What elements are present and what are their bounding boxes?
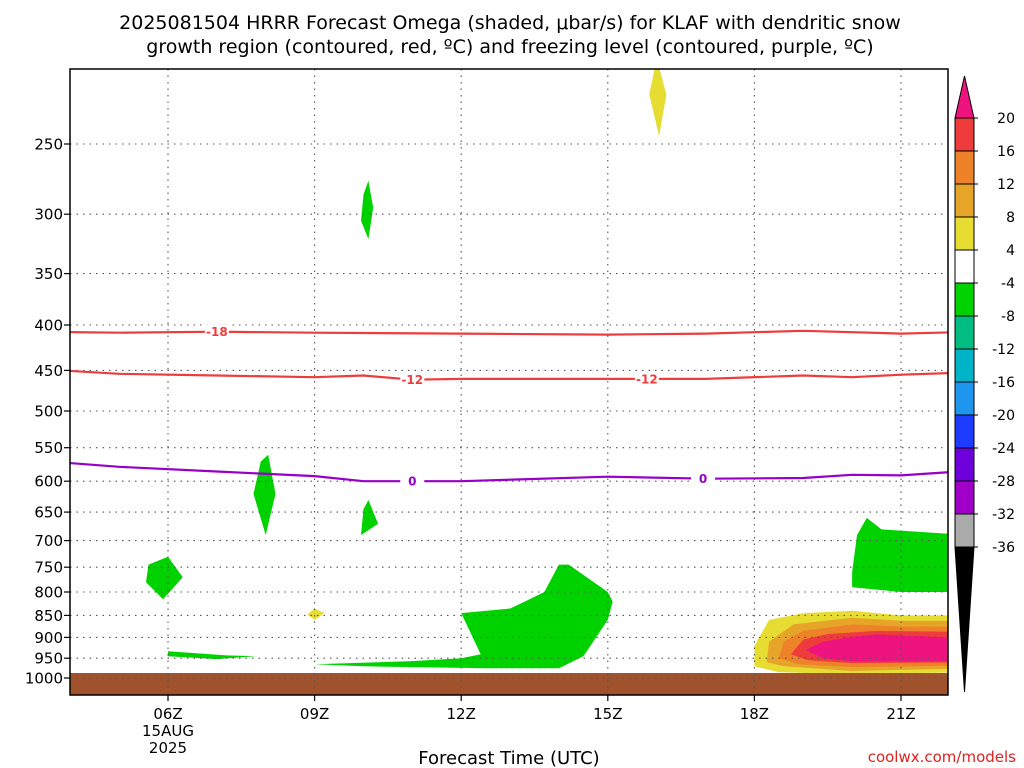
colorbar-tick-label: -16 [992, 375, 1015, 391]
colorbar-box [954, 447, 975, 482]
plot-area [70, 69, 948, 695]
colorbar-box [954, 216, 975, 251]
colorbar-box [954, 414, 975, 449]
x-tick-label: 21Z [886, 705, 915, 723]
contour-label-bg [400, 474, 425, 489]
contour-label-bg [204, 324, 229, 339]
ground-surface [70, 673, 948, 695]
colorbar-tick-label: -28 [992, 474, 1015, 490]
x-date-year: 2025 [149, 739, 187, 757]
x-tick-label: 15Z [593, 705, 622, 723]
contour-label-0-1: 0 [699, 472, 707, 486]
y-tick-label: 250 [34, 136, 63, 154]
colorbar-tick-label: -24 [992, 441, 1015, 457]
colorbar-box [954, 249, 975, 284]
contour-label-bg [691, 471, 716, 486]
colorbar-box [954, 183, 975, 218]
contour-line--12 [70, 369, 948, 381]
plot-border [69, 68, 949, 696]
omega-region-3 [361, 500, 379, 536]
contour-label--18-0: -18 [206, 325, 228, 339]
omega-region-13 [805, 634, 948, 662]
colorbar-tick-label: 12 [997, 177, 1015, 193]
x-axis-title: Forecast Time (UTC) [418, 748, 599, 768]
y-tick-label: 700 [34, 532, 63, 550]
omega-region-0 [649, 69, 667, 137]
x-tick-label: 09Z [300, 705, 329, 723]
colorbar-box [954, 381, 975, 416]
y-tick-label: 600 [34, 473, 63, 491]
y-tick-label: 450 [34, 362, 63, 380]
colorbar-box [954, 513, 975, 548]
contour-line-0 [70, 461, 948, 483]
contour-label-0-0: 0 [408, 475, 416, 489]
chart-title-line1: 2025081504 HRRR Forecast Omega (shaded, … [119, 12, 901, 34]
colorbar-box [954, 348, 975, 383]
colorbar-tick-label: -32 [992, 507, 1015, 523]
ground-layer [70, 673, 948, 695]
colorbar-tick-label: 16 [997, 144, 1015, 160]
contour-label--12-1: -12 [636, 372, 658, 386]
omega-region-7 [852, 517, 948, 592]
omega-region-1 [361, 180, 374, 240]
y-tick-label: 550 [34, 439, 63, 457]
y-tick-label: 350 [34, 265, 63, 283]
x-tick-label: 12Z [447, 705, 476, 723]
colorbar-box [954, 150, 975, 185]
y-axis: 250 300 350 400 450 500 550 600 650 700 750 800 850 9… [25, 136, 70, 688]
x-date-day: 15AUG [142, 722, 194, 740]
x-tick-label: 06Z [153, 705, 182, 723]
y-tick-label: 500 [34, 403, 63, 421]
y-tick-label: 400 [34, 317, 63, 335]
contour-label-bg [400, 372, 425, 387]
colorbar-box [954, 480, 975, 515]
x-axis: 06Z 09Z 12Z 15Z 18Z 21Z [153, 695, 916, 723]
colorbar-tick-label: -8 [1001, 309, 1015, 325]
colorbar-tick-label: -36 [992, 540, 1015, 556]
y-tick-label: 300 [34, 206, 63, 224]
y-tick-label: 750 [34, 559, 63, 577]
colorbar-box [954, 315, 975, 350]
y-tick-label: 850 [34, 607, 63, 625]
colorbar: 20 16 12 8 4 -4 -8 -12 -16 -20 -24 -28 -32 -36 [954, 75, 1015, 693]
colorbar-box [954, 117, 975, 152]
colorbar-box [954, 282, 975, 317]
y-tick-label: 1000 [25, 670, 63, 688]
grid-lines [70, 69, 948, 695]
contour-line--18 [70, 329, 948, 336]
credit-text: coolwx.com/models [868, 748, 1016, 766]
colorbar-bottom-triangle [954, 546, 975, 693]
colorbar-tick-label: 20 [997, 111, 1015, 127]
x-tick-label: 18Z [740, 705, 769, 723]
omega-region-5 [168, 651, 256, 660]
colorbar-tick-label: -4 [1001, 276, 1015, 292]
contour-label-bg [634, 371, 659, 386]
temperature-contours: -18 -12 -12 0 0 [70, 324, 948, 489]
colorbar-tick-label: 4 [1006, 243, 1015, 259]
omega-shading [146, 69, 948, 675]
colorbar-tick-label: 8 [1006, 210, 1015, 226]
y-tick-label: 900 [34, 629, 63, 647]
chart-title-line2: growth region (contoured, red, ºC) and f… [146, 36, 873, 58]
omega-region-6 [314, 564, 613, 669]
y-tick-label: 650 [34, 504, 63, 522]
colorbar-tick-label: -12 [992, 342, 1015, 358]
contour-label--12-0: -12 [401, 373, 423, 387]
y-tick-label: 950 [34, 650, 63, 668]
colorbar-top-triangle [954, 75, 975, 119]
y-tick-label: 800 [34, 584, 63, 602]
colorbar-tick-label: -20 [992, 408, 1015, 424]
omega-region-8 [307, 608, 325, 620]
